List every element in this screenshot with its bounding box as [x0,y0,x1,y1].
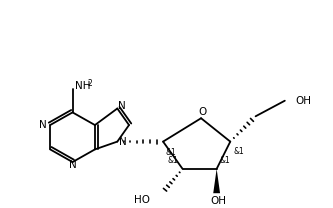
Text: HO: HO [135,195,151,205]
Polygon shape [213,169,220,193]
Text: OH: OH [295,96,311,106]
Text: &1: &1 [168,156,179,165]
Text: &1: &1 [165,148,176,157]
Text: N: N [119,137,127,147]
Text: O: O [198,107,206,117]
Text: N: N [118,101,126,111]
Text: NH: NH [76,81,91,91]
Text: N: N [69,160,76,170]
Text: 2: 2 [87,79,92,88]
Text: N: N [40,120,47,130]
Text: &1: &1 [233,147,244,156]
Text: &1: &1 [219,156,230,165]
Text: OH: OH [210,196,226,206]
